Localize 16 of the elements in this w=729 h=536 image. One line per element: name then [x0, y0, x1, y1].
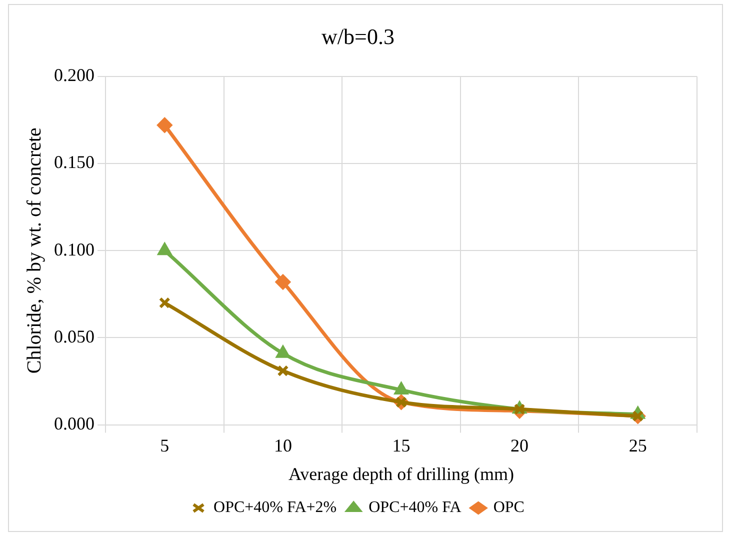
chart-title: w/b=0.3: [322, 24, 394, 49]
x-tick-label: 25: [628, 435, 647, 456]
y-tick-label: 0.100: [54, 239, 94, 260]
x-axis-title: Average depth of drilling (mm): [288, 464, 514, 484]
y-tick-label: 0.050: [54, 326, 94, 346]
legend-label: OPC+40% FA+2%: [214, 499, 337, 516]
x-tick-label: 10: [274, 435, 292, 456]
y-tick-label: 0.200: [54, 65, 94, 86]
x-tick-label: 5: [160, 435, 170, 456]
legend-label: OPC: [493, 499, 524, 516]
y-axis-title: Chloride, % by wt. of concrete: [23, 127, 46, 374]
x-tick-label: 20: [510, 435, 529, 456]
x-tick-label: 15: [392, 435, 410, 456]
legend-label: OPC+40% FA: [368, 499, 462, 516]
y-tick-label: 0.000: [54, 414, 94, 434]
y-tick-label: 0.150: [54, 152, 94, 172]
